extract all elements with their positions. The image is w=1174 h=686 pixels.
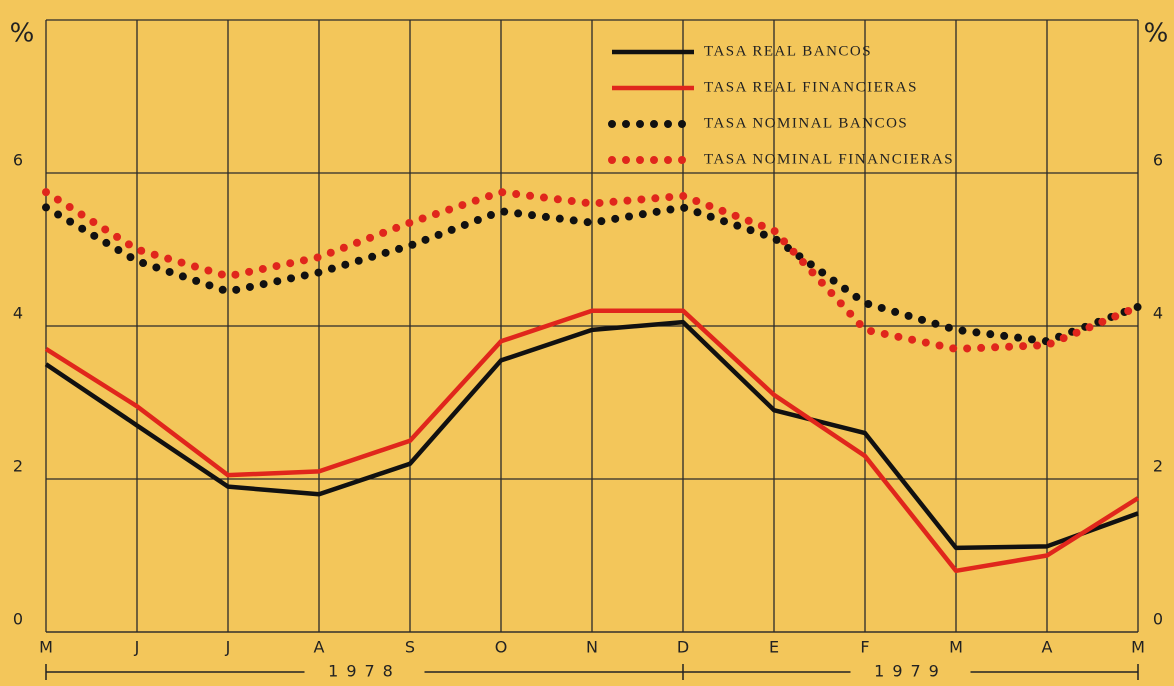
x-tick-label: S	[405, 638, 415, 657]
x-tick-label: J	[134, 638, 140, 657]
y-tick-label: 4	[13, 304, 23, 323]
y2-tick-label: 4	[1153, 304, 1163, 323]
y-axis-label: %	[10, 19, 35, 49]
year-label: 1978	[328, 662, 401, 681]
y2-tick-label: 0	[1153, 610, 1163, 629]
y-tick-label: 2	[13, 457, 23, 476]
year-label: 1979	[874, 662, 947, 681]
data-line	[42, 188, 1142, 353]
x-tick-label: F	[860, 638, 869, 657]
x-tick-label: A	[314, 638, 325, 657]
y-tick-label: 6	[13, 151, 23, 170]
x-tick-label: M	[1131, 638, 1145, 657]
data-line	[44, 319, 1139, 551]
x-tick-label: A	[1042, 638, 1053, 657]
data-line	[44, 308, 1140, 574]
x-tick-label: D	[677, 638, 689, 657]
x-tick-label: M	[39, 638, 53, 657]
x-tick-label: E	[769, 638, 779, 657]
legend-label: TASA REAL BANCOS	[704, 43, 872, 59]
x-tick-label: J	[225, 638, 231, 657]
legend-label: TASA NOMINAL FINANCIERAS	[704, 151, 954, 167]
y2-tick-label: 6	[1153, 151, 1163, 170]
legend-label: TASA NOMINAL BANCOS	[704, 115, 908, 131]
y2-tick-label: 2	[1153, 457, 1163, 476]
x-tick-label: M	[949, 638, 963, 657]
x-tick-label: N	[586, 638, 598, 657]
legend-label: TASA REAL FINANCIERAS	[704, 79, 918, 95]
x-tick-label: O	[495, 638, 508, 657]
y2-axis-label: %	[1144, 19, 1169, 49]
y-tick-label: 0	[13, 610, 23, 629]
